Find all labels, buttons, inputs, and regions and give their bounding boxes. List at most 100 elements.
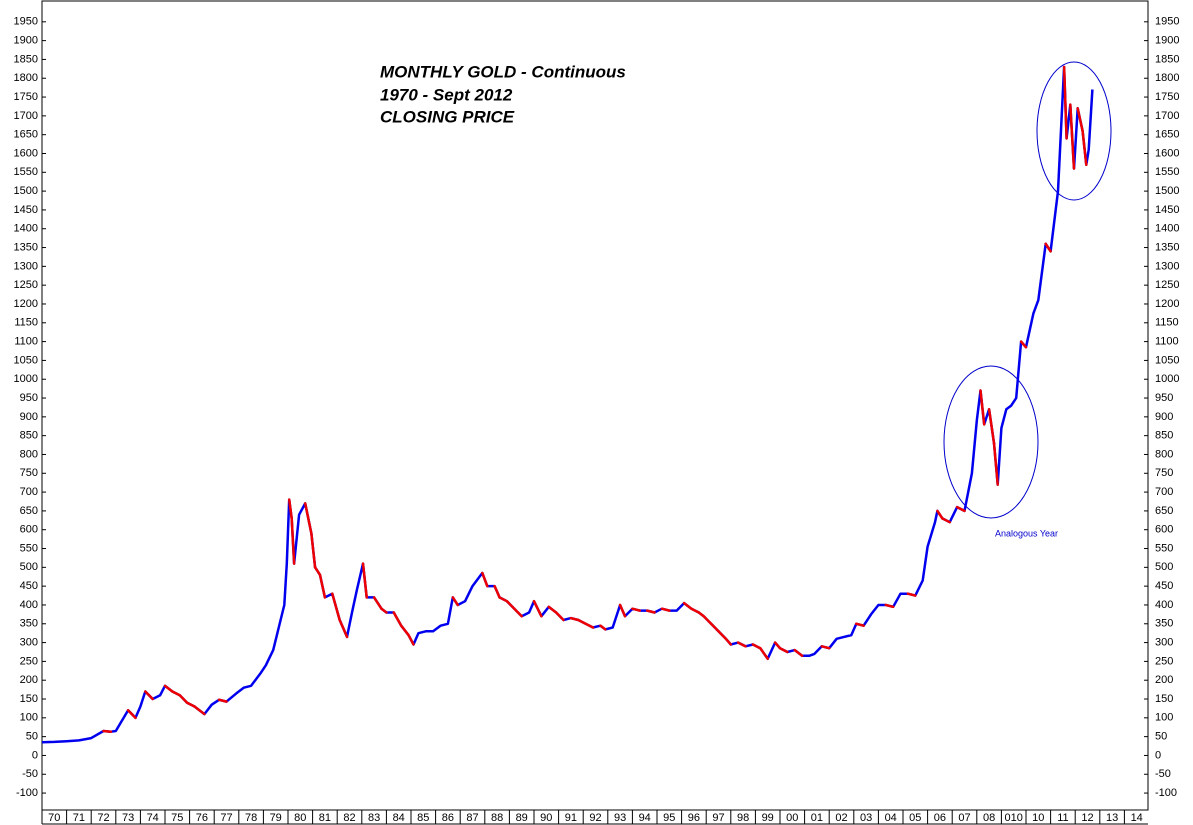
- y-tick-label: 750: [20, 467, 38, 479]
- decline-segment: [660, 607, 671, 612]
- y2-tick-label: -50: [1155, 768, 1171, 780]
- y2-tick-label: 1100: [1155, 336, 1179, 348]
- decline-segment: [481, 571, 489, 588]
- x-tick-label: 81: [319, 812, 331, 824]
- decline-segment: [979, 389, 986, 426]
- y-tick-label: 1250: [14, 279, 38, 291]
- x-tick-label: 76: [196, 812, 208, 824]
- y-tick-label: 1400: [14, 223, 38, 235]
- decline-segment: [318, 573, 327, 599]
- decline-segment: [513, 607, 523, 618]
- x-tick-label: 89: [516, 812, 528, 824]
- y2-tick-label: 1800: [1155, 72, 1179, 84]
- y2-tick-label: 1350: [1155, 241, 1179, 253]
- y-tick-label: 1150: [14, 317, 38, 329]
- y-tick-label: 500: [20, 561, 38, 573]
- y-tick-label: 1050: [14, 354, 38, 366]
- y2-tick-label: 1650: [1155, 129, 1179, 141]
- y-tick-label: 1600: [14, 147, 38, 159]
- y2-tick-label: 250: [1155, 655, 1173, 667]
- y-tick-label: 950: [20, 392, 38, 404]
- y-tick-label: 1750: [14, 91, 38, 103]
- decline-segment: [778, 646, 789, 654]
- x-tick-label: 72: [97, 812, 109, 824]
- y2-tick-label: 700: [1155, 486, 1173, 498]
- x-tick-label: 00: [786, 812, 798, 824]
- decline-segment: [372, 596, 383, 610]
- y2-tick-label: 1900: [1155, 35, 1179, 47]
- x-tick-label: 85: [417, 812, 429, 824]
- decline-segment: [906, 592, 917, 597]
- y-tick-label: 1700: [14, 110, 38, 122]
- x-tick-label: 75: [171, 812, 183, 824]
- decline-segment: [290, 517, 296, 565]
- x-tick-label: 93: [614, 812, 626, 824]
- decline-segment: [936, 509, 944, 520]
- y-tick-label: 0: [32, 749, 38, 761]
- x-tick-label: 14: [1131, 812, 1143, 824]
- y2-tick-label: 1200: [1155, 298, 1179, 310]
- x-tick-label: 94: [639, 812, 651, 824]
- y2-tick-label: 1550: [1155, 166, 1179, 178]
- x-tick-label: 06: [934, 812, 946, 824]
- decline-segment: [126, 709, 137, 720]
- y-tick-label: 1950: [14, 16, 38, 28]
- y-tick-label: 1450: [14, 204, 38, 216]
- decline-segment: [717, 630, 728, 641]
- decline-segment: [1062, 65, 1068, 140]
- decline-segment: [217, 698, 228, 703]
- y-tick-label: 1000: [14, 373, 38, 385]
- decline-segment: [102, 729, 113, 733]
- decline-segment: [690, 607, 701, 614]
- decline-segment: [547, 605, 558, 614]
- decline-segment: [193, 705, 206, 716]
- highlight-ellipse: [943, 365, 1039, 519]
- y-tick-label: 300: [20, 636, 38, 648]
- y-tick-label: 50: [26, 731, 38, 743]
- decline-segment: [645, 609, 656, 614]
- y-tick-label: 700: [20, 486, 38, 498]
- decline-segment: [407, 633, 415, 646]
- y2-tick-label: 400: [1155, 599, 1173, 611]
- decline-segment: [569, 616, 580, 622]
- x-tick-label: 07: [958, 812, 970, 824]
- y2-tick-label: 50: [1155, 731, 1167, 743]
- y-tick-label: 650: [20, 505, 38, 517]
- decline-segment: [793, 648, 804, 657]
- decline-segment: [554, 611, 565, 622]
- y2-tick-label: 1700: [1155, 110, 1179, 122]
- decline-segment: [171, 690, 182, 697]
- y-tick-label: 1200: [14, 298, 38, 310]
- x-tick-label: 82: [343, 812, 355, 824]
- decline-segment: [682, 601, 693, 610]
- y2-tick-label: 1150: [1155, 317, 1179, 329]
- y-tick-label: 1300: [14, 260, 38, 272]
- decline-segment: [380, 607, 388, 614]
- y2-tick-label: 450: [1155, 580, 1173, 592]
- y-tick-label: 1100: [14, 336, 38, 348]
- x-tick-label: 03: [860, 812, 872, 824]
- decline-segment: [736, 641, 747, 648]
- decline-segment: [163, 684, 174, 693]
- x-tick-label: 79: [270, 812, 282, 824]
- decline-segment: [399, 624, 410, 637]
- decline-segment: [313, 566, 322, 577]
- decline-segment: [1081, 129, 1088, 167]
- decline-segment: [759, 646, 769, 661]
- x-tick-label: 88: [491, 812, 503, 824]
- y2-tick-label: -100: [1155, 787, 1177, 799]
- decline-segment: [631, 607, 642, 612]
- x-tick-label: 97: [712, 812, 724, 824]
- x-tick-label: 10: [1032, 812, 1044, 824]
- decline-segment: [702, 614, 713, 626]
- decline-segment: [287, 498, 293, 520]
- decline-segment: [144, 690, 154, 701]
- decline-segment: [1044, 242, 1052, 253]
- y-tick-label: 1650: [14, 129, 38, 141]
- x-tick-label: 90: [540, 812, 552, 824]
- y-tick-label: 900: [20, 411, 38, 423]
- decline-segment: [724, 637, 733, 646]
- x-tick-label: 13: [1106, 812, 1118, 824]
- decline-segment: [1076, 107, 1084, 133]
